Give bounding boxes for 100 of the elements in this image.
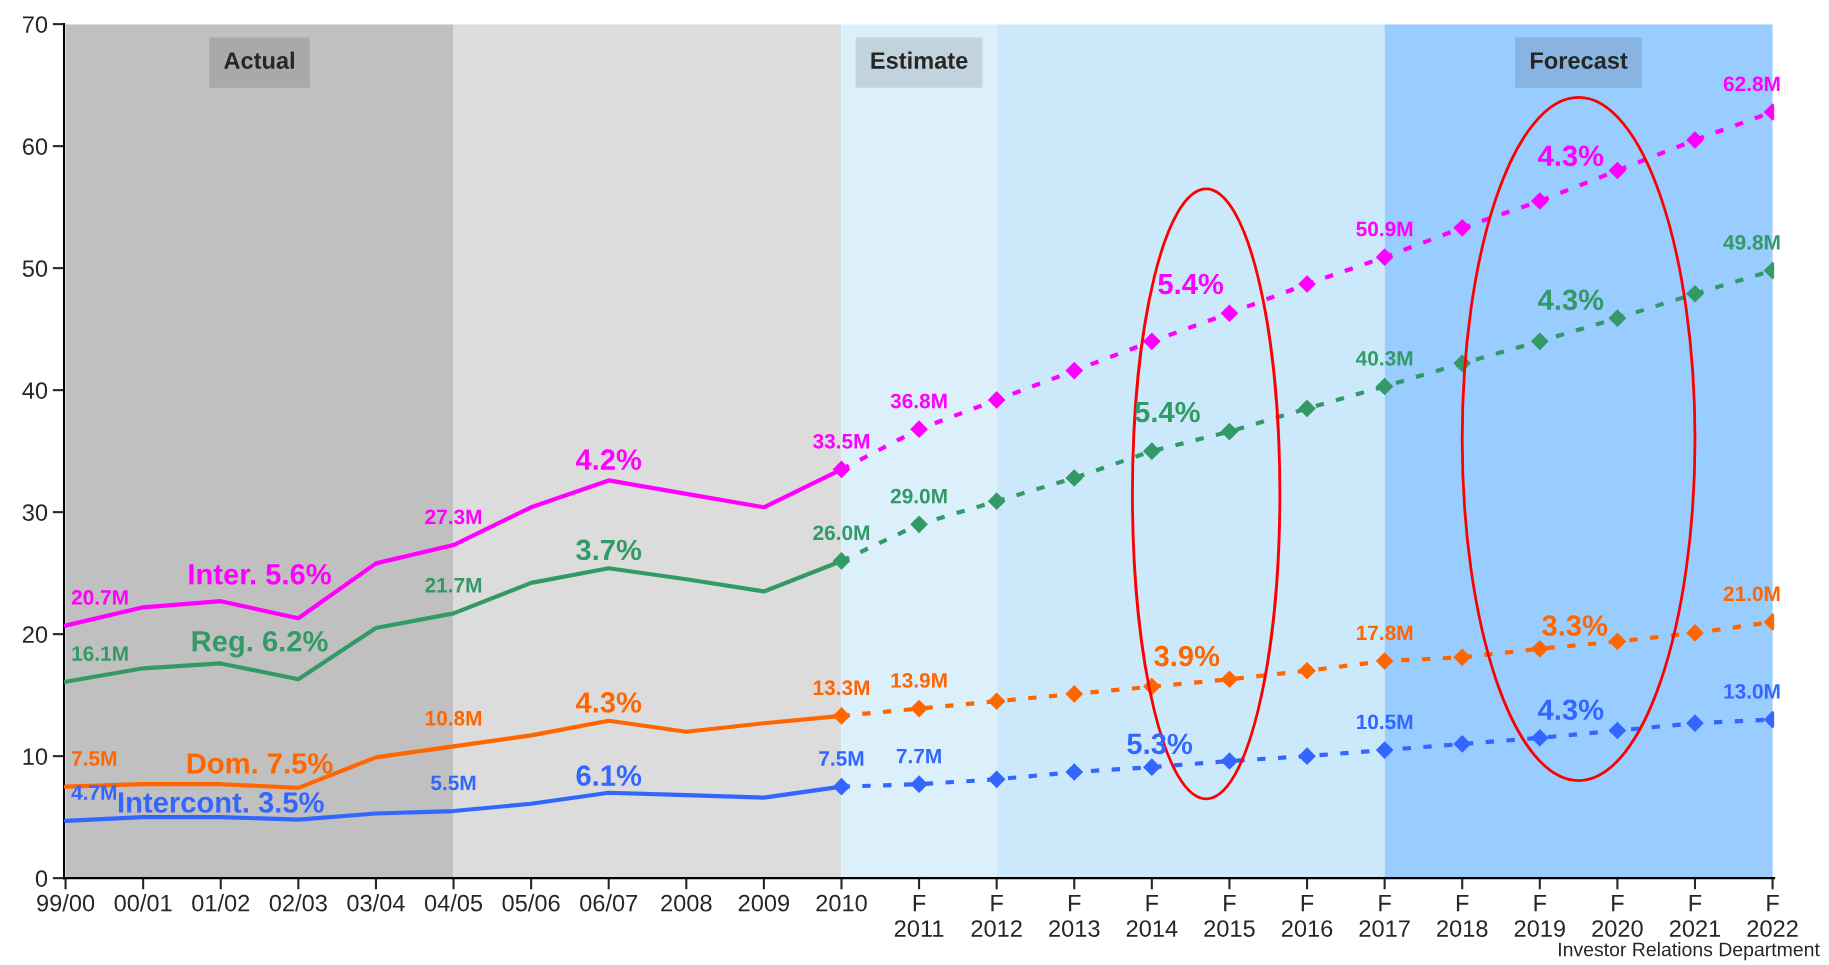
- x-tick-label: 2009: [738, 894, 790, 912]
- point: [987, 492, 1006, 510]
- point: [1143, 758, 1161, 776]
- point: [1220, 752, 1239, 770]
- point: [832, 707, 851, 725]
- annotation: 3.9%: [1154, 645, 1220, 667]
- point: [1608, 721, 1627, 740]
- band-label: Estimate: [871, 51, 968, 69]
- point: [1608, 161, 1627, 180]
- x-tick-label: 06/07: [580, 894, 638, 912]
- x-tick-label: 2008: [661, 894, 712, 912]
- point: [1530, 729, 1549, 747]
- x-tick-label: F 2011: [894, 894, 944, 937]
- x-tick-label: F 2013: [1049, 894, 1100, 937]
- annotation: 4.3%: [1538, 289, 1604, 311]
- data-label: 21.0M: [1723, 586, 1780, 602]
- data-label: 10.5M: [1356, 714, 1413, 730]
- point: [832, 777, 851, 796]
- point: [1220, 304, 1239, 323]
- y-tick-label: 60: [22, 138, 48, 155]
- x-tick-label: F 2022: [1747, 894, 1798, 937]
- y-tick-label: 50: [22, 260, 48, 277]
- x-tick-label: F 2012: [971, 894, 1022, 937]
- point: [1375, 652, 1394, 670]
- annotation: 5.4%: [1158, 273, 1224, 295]
- y-tick-label: 20: [22, 626, 48, 643]
- data-label: 50.9M: [1356, 221, 1413, 237]
- point: [1375, 248, 1394, 266]
- point: [1686, 284, 1704, 303]
- annotation: 3.7%: [576, 539, 642, 561]
- annotation: 4.3%: [1538, 145, 1604, 167]
- x-tick-label: 03/04: [347, 894, 405, 912]
- annotation: 6.1%: [576, 765, 642, 786]
- point: [1220, 670, 1239, 689]
- x-tick-label: 00/01: [114, 894, 172, 912]
- point: [987, 391, 1006, 409]
- text: Investor Relations Department: [1559, 942, 1820, 961]
- point: [1143, 442, 1161, 460]
- point: [1298, 747, 1316, 765]
- point: [1375, 377, 1394, 396]
- data-label: 26.0M: [813, 525, 870, 541]
- annotation: 4.2%: [575, 449, 642, 470]
- point: [1453, 648, 1472, 667]
- point: [1608, 309, 1627, 327]
- data-label: 40.3M: [1355, 350, 1413, 366]
- point: [1065, 361, 1084, 380]
- data-label: 29.0M: [890, 488, 947, 504]
- x-tick-label: F 2019: [1514, 894, 1565, 937]
- y-tick-label: 70: [22, 16, 48, 33]
- point: [1686, 131, 1704, 149]
- x-tick-label: F 2017: [1359, 894, 1410, 937]
- x-tick-label: F 2018: [1437, 894, 1488, 937]
- annotation: Intercont. 3.5%: [118, 792, 324, 813]
- band-label: Actual: [224, 51, 294, 69]
- point: [1530, 639, 1549, 658]
- point: [1065, 763, 1084, 781]
- annotation: Reg. 6.2%: [192, 630, 328, 658]
- data-label: 36.8M: [890, 393, 947, 409]
- data-label: 21.7M: [425, 577, 482, 593]
- data-label: 17.8M: [1356, 625, 1413, 641]
- data-label: 7.5M: [819, 751, 864, 766]
- data-label: 4.7M: [71, 785, 117, 800]
- point: [1298, 661, 1316, 680]
- data-label: 27.3M: [425, 509, 482, 525]
- data-label: 7.5M: [72, 751, 117, 766]
- x-tick-label: 04/05: [424, 894, 483, 912]
- point: [987, 692, 1006, 711]
- point: [1375, 741, 1394, 759]
- data-label: 10.8M: [425, 710, 482, 726]
- data-label: 16.1M: [72, 646, 128, 661]
- x-tick-label: F 2016: [1281, 894, 1333, 937]
- data-label: 5.5M: [431, 775, 476, 791]
- data-label: 33.5M: [813, 433, 870, 449]
- annotation: 3.3%: [1542, 615, 1608, 636]
- x-tick-label: 02/03: [269, 894, 327, 912]
- point: [1298, 399, 1316, 418]
- data-label: 13.3M: [813, 680, 870, 696]
- x-tick-label: 99/00: [37, 894, 95, 912]
- point: [832, 552, 851, 570]
- point: [1530, 192, 1549, 210]
- point: [910, 515, 928, 534]
- point: [910, 775, 928, 794]
- y-tick-label: 40: [22, 382, 48, 399]
- annotation: Inter. 5.6%: [189, 563, 331, 585]
- point: [1143, 332, 1161, 351]
- annotation: 4.3%: [1538, 699, 1604, 721]
- point: [1298, 275, 1316, 293]
- point: [1453, 219, 1472, 237]
- point: [1065, 469, 1084, 487]
- y-tick-label: 10: [23, 748, 48, 765]
- point: [1608, 632, 1627, 651]
- annotation: Dom. 7.5%: [187, 753, 333, 774]
- point: [910, 699, 928, 718]
- x-tick-label: 2010: [816, 894, 867, 912]
- point: [1686, 714, 1704, 733]
- band-label: Forecast: [1530, 52, 1628, 69]
- point: [910, 420, 928, 439]
- x-tick-label: F 2014: [1126, 894, 1178, 937]
- data-label: 62.8M: [1723, 76, 1780, 92]
- data-label: 13.9M: [891, 673, 947, 688]
